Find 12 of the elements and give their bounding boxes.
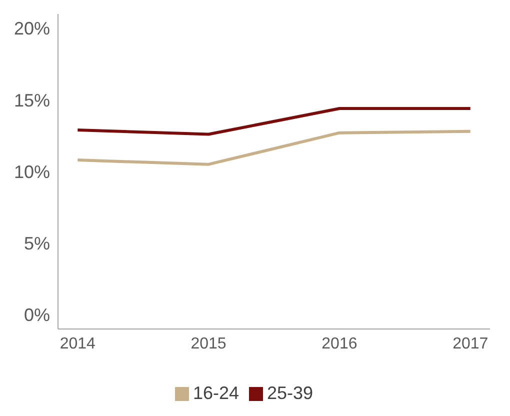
line-series: [76, 130, 472, 166]
x-tick-label: 2017: [452, 335, 488, 352]
x-tick-label: 2014: [60, 335, 96, 352]
x-tick-label: 2015: [190, 335, 226, 352]
y-tick-label: 0%: [24, 305, 50, 326]
y-tick-label: 20%: [14, 18, 50, 39]
y-tick-label: 10%: [14, 162, 50, 182]
legend-label: 25-39: [267, 383, 314, 403]
y-tick-label: 15%: [14, 90, 50, 110]
x-tick-label: 2016: [322, 335, 358, 352]
y-tick-label: 5%: [24, 233, 50, 254]
legend-label: 16-24: [192, 383, 239, 403]
